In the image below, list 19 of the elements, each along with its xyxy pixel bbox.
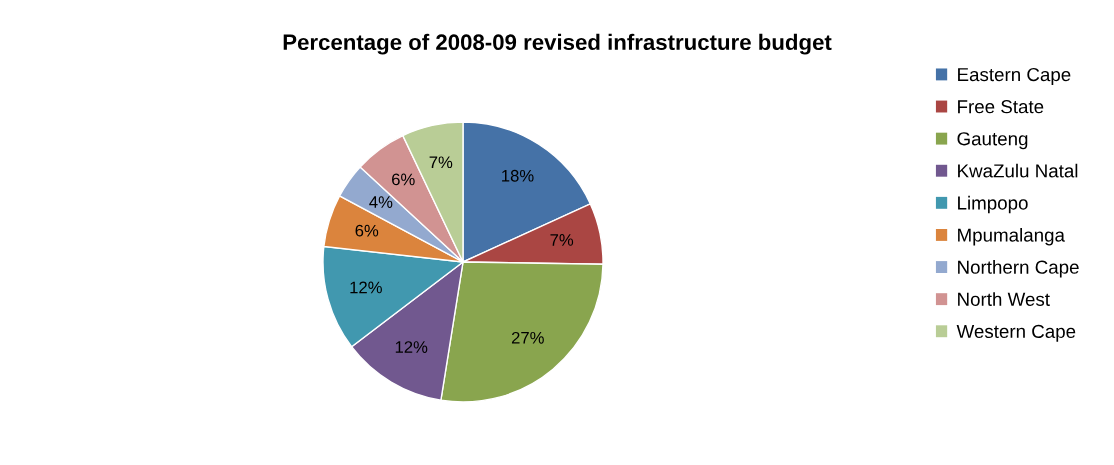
chart-title: Percentage of 2008-09 revised infrastructure budget <box>283 33 832 55</box>
legend-label: Western Cape <box>956 324 1076 342</box>
data-label: 7% <box>429 156 453 169</box>
data-label: 6% <box>392 173 415 186</box>
legend-label: Northern Cape <box>958 260 1079 278</box>
legend-label: Gauteng <box>957 132 1028 150</box>
legend-label: Free State <box>958 100 1044 114</box>
legend-label: North West <box>958 292 1050 306</box>
data-label: 27% <box>511 331 544 344</box>
data-label: 7% <box>550 234 574 246</box>
data-label: 4% <box>369 196 393 208</box>
legend-label: Mpumalanga <box>958 227 1065 246</box>
legend-label: Limpopo <box>958 195 1028 214</box>
data-label: 12% <box>350 281 382 294</box>
data-label: 12% <box>395 341 428 353</box>
legend-label: Eastern Cape <box>958 67 1071 85</box>
data-label: 6% <box>355 224 379 237</box>
data-label: 18% <box>502 169 534 182</box>
legend-label: KwaZulu Natal <box>958 163 1078 178</box>
